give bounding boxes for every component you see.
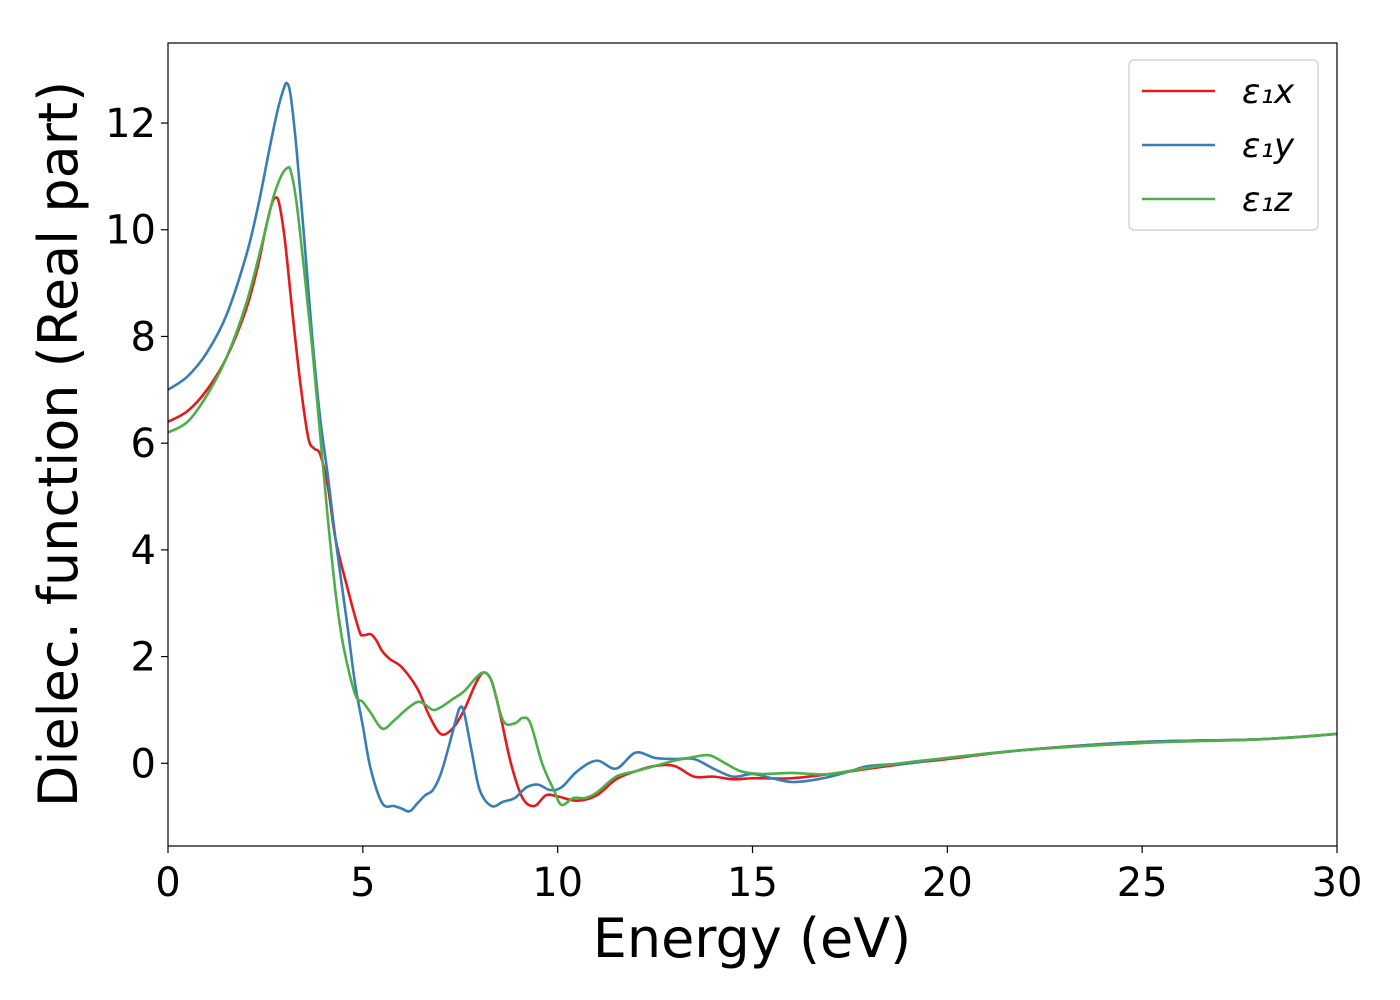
y-tick-label: 12	[105, 101, 156, 147]
y-tick-label: 0	[131, 741, 156, 787]
legend-box	[1128, 59, 1319, 231]
y-tick-label: 4	[131, 528, 156, 574]
legend-label-epsilon1-y: ε₁y	[1242, 126, 1295, 166]
x-axis-label: Energy (eV)	[593, 907, 912, 970]
x-tick-label: 30	[1312, 860, 1363, 906]
y-tick-label: 2	[131, 635, 156, 681]
series-layer	[168, 81, 1337, 813]
y-axis-label: Dielec. function (Real part)	[27, 81, 90, 807]
y-tick-label: 8	[131, 314, 156, 360]
x-tick-label: 15	[727, 860, 778, 906]
legend: ε₁x ε₁y ε₁z	[1128, 59, 1319, 231]
legend-label-epsilon1-z: ε₁z	[1242, 180, 1293, 220]
series-line-epsilon1-x	[168, 196, 1337, 808]
series-line-epsilon1-z	[168, 165, 1337, 807]
y-tick-label: 10	[105, 208, 156, 254]
series-line-epsilon1-y	[168, 81, 1337, 813]
x-tick-label: 5	[350, 860, 375, 906]
x-tick-label: 10	[532, 860, 583, 906]
y-axis-ticks: 0 2 4 6 8 10 12	[105, 101, 168, 787]
x-tick-label: 25	[1117, 860, 1168, 906]
legend-label-epsilon1-x: ε₁x	[1242, 72, 1295, 112]
y-tick-label: 6	[131, 421, 156, 467]
x-tick-label: 20	[922, 860, 973, 906]
x-tick-label: 0	[155, 860, 180, 906]
x-axis-ticks: 0 5 10 15 20 25 30	[155, 846, 1362, 906]
